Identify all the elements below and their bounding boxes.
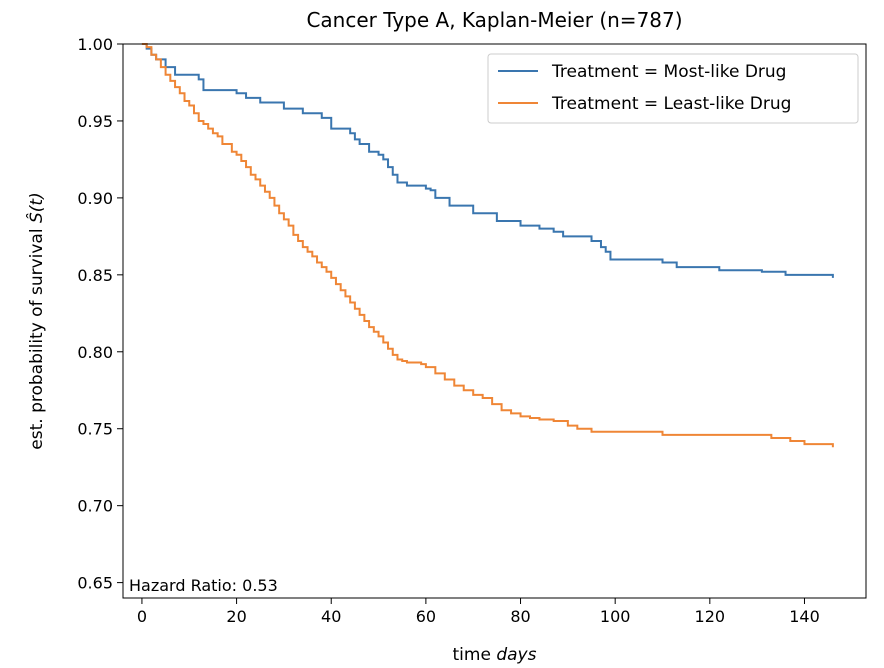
x-tick-label: 80 <box>510 607 530 626</box>
y-tick-label: 0.95 <box>77 112 113 131</box>
x-axis-label-unit: days <box>496 645 536 665</box>
x-tick-label: 60 <box>416 607 436 626</box>
y-axis-label-prefix: est. probability of survival <box>27 223 47 450</box>
x-tick-label: 100 <box>600 607 631 626</box>
y-tick-label: 0.85 <box>77 266 113 285</box>
x-tick-label: 120 <box>695 607 726 626</box>
series-line-least-like-drug <box>141 43 834 448</box>
hazard-ratio-annotation: Hazard Ratio: 0.53 <box>129 576 278 595</box>
x-axis-label-prefix: time <box>453 645 497 665</box>
plot-background <box>123 44 866 598</box>
series-line-most-like-drug <box>141 43 834 278</box>
x-tick-label: 0 <box>137 607 147 626</box>
y-tick-label: 0.90 <box>77 189 113 208</box>
legend-label: Treatment = Least-like Drug <box>551 94 791 114</box>
legend-label: Treatment = Most-like Drug <box>551 62 786 82</box>
legend-box <box>487 53 859 124</box>
y-axis-label: est. probability of survival Ŝ(t) <box>25 192 47 449</box>
y-axis-label-symbol: Ŝ(t) <box>25 192 47 223</box>
x-tick-label: 20 <box>226 607 246 626</box>
y-tick-label: 0.75 <box>77 420 113 439</box>
x-tick-label: 140 <box>789 607 820 626</box>
y-tick-label: 0.70 <box>77 497 113 516</box>
legend: Treatment = Most-like Drug Treatment = Le… <box>487 53 859 124</box>
series-layer <box>141 43 834 448</box>
axes-layer: 0 20 40 60 80 100 120 140 0.65 0.70 0.75 0.80 0.85 0.… <box>77 35 867 626</box>
x-tick-label: 40 <box>321 607 341 626</box>
axes-frame <box>122 43 867 599</box>
y-tick-label: 1.00 <box>77 35 113 54</box>
chart-title: Cancer Type A, Kaplan-Meier (n=787) <box>306 8 682 32</box>
y-tick-label: 0.80 <box>77 343 113 362</box>
y-tick-label: 0.65 <box>77 574 113 593</box>
x-axis-label: time days <box>453 645 537 665</box>
plot-area <box>123 44 866 598</box>
